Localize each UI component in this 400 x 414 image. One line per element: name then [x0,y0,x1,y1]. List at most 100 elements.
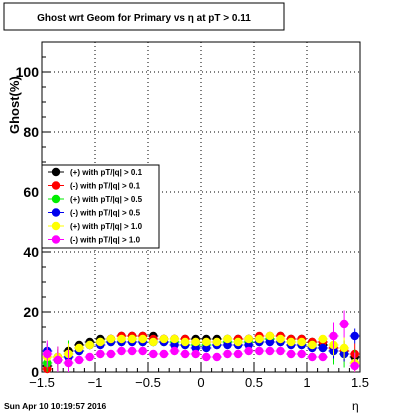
y-tick-label: 60 [23,184,39,200]
x-tick-label: 1.5 [351,375,369,390]
data-point [318,343,328,353]
y-tick-label: 20 [23,304,39,320]
x-tick-label: 1 [303,375,310,390]
legend-label: (+) with pT/|q| > 1.0 [70,222,143,231]
y-tick-label: 100 [16,64,40,80]
data-point [74,343,84,353]
y-axis-label: Ghost(%) [7,76,22,134]
legend-label: (+) with pT/|q| > 0.5 [70,195,143,204]
data-point [149,349,158,359]
legend-label: (-) with pT/|q| > 0.5 [70,209,141,218]
data-point [53,355,63,365]
data-point [138,334,147,344]
legend-box [41,164,160,249]
data-point [318,334,328,344]
x-tick-label: 0.5 [245,375,263,390]
data-point [117,334,126,344]
series-5 [42,331,360,372]
data-point [223,340,232,350]
data-point [308,340,317,350]
series-6 [42,310,360,372]
data-point [244,334,253,344]
data-point [127,346,137,356]
data-point [244,340,253,350]
data-point [85,352,94,362]
data-point [339,319,349,329]
data-point [212,337,222,347]
x-tick-label: 0 [197,375,204,390]
data-point [255,346,264,356]
data-point [350,361,359,371]
data-point [180,349,190,359]
data-point [191,343,200,353]
data-point [64,358,73,368]
data-point [96,337,105,347]
data-point [159,334,169,344]
data-point [350,331,359,341]
legend-marker [51,167,61,177]
data-point [297,349,306,359]
x-tick-label: −1.5 [29,375,55,390]
data-point [106,349,116,359]
data-point [212,352,222,362]
data-point [138,346,147,356]
data-point [43,349,52,359]
y-tick-label: 0 [31,364,39,380]
data-point [149,337,158,347]
data-point [202,343,211,353]
timestamp: Sun Apr 10 10:19:57 2016 [4,401,106,411]
data-point [286,349,296,359]
legend-marker [51,235,61,244]
data-point [244,346,253,356]
data-point [180,337,190,347]
data-point [265,337,275,347]
x-tick-label: −1 [88,375,103,390]
y-tick-label: 80 [23,124,39,140]
data-point [233,337,243,347]
y-tick-label: 40 [23,244,39,260]
data-point [191,337,200,347]
data-point [127,334,137,344]
legend-label: (+) with pT/|q| > 0.1 [70,168,143,177]
legend-label: (-) with pT/|q| > 1.0 [70,236,141,245]
data-point [223,349,232,359]
data-point [286,337,296,347]
legend-marker [51,194,61,204]
data-point [106,334,116,344]
chart-title: Ghost wrt Geom for Primary vs η at pT > … [37,13,251,24]
data-point [96,349,105,359]
data-point [117,346,126,356]
data-point [191,349,200,359]
data-point [329,331,338,341]
data-point [159,349,169,359]
data-point [85,340,94,350]
legend-label: (-) with pT/|q| > 0.1 [70,182,141,191]
data-point [74,355,84,365]
data-points [42,310,360,374]
legend-marker [51,181,61,190]
legend-marker [51,208,61,217]
data-point [202,352,211,362]
legend-marker [51,221,61,231]
x-axis-label: η [352,399,359,413]
data-point [265,346,275,356]
x-tick-label: −0.5 [135,375,161,390]
data-point [170,346,179,356]
title-box [3,2,285,31]
axis-ticks: −1.5 −1 −0.5 0 0.5 1 1.5 0 20 40 60 80 100 [16,41,369,390]
legend: (+) with pT/|q| > 0.1 (-) with pT/|q| > 0… [41,164,160,249]
data-point [223,334,232,344]
data-point [233,349,243,359]
data-point [339,343,349,353]
data-point [276,334,285,344]
data-point [170,334,179,344]
data-point [265,331,275,341]
data-point [255,334,264,344]
data-point [308,352,317,362]
data-point [202,337,211,347]
data-point [297,337,306,347]
data-point [276,346,285,356]
data-point [318,352,328,362]
data-point [170,340,179,350]
